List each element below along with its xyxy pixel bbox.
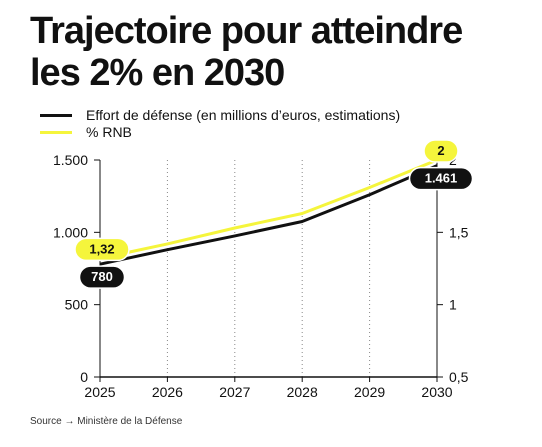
y-left-tick-label-500: 500 <box>65 297 89 313</box>
legend-item-rnb: % RNB <box>40 124 400 141</box>
legend-swatch-rnb <box>40 131 72 134</box>
legend-swatch-effort <box>40 114 72 117</box>
x-tick-label-2027: 2027 <box>219 384 250 400</box>
data-label-badge-rnb-2025 <box>74 237 130 262</box>
data-label-effort-2025: 780 <box>91 269 113 284</box>
x-tick-label-2028: 2028 <box>287 384 318 400</box>
title-line-2: les 2% en 2030 <box>30 52 285 94</box>
y-left-tick-label-1500: 1.500 <box>53 152 88 168</box>
data-label-badge-effort-2030 <box>408 166 474 191</box>
x-tick-label-2030: 2030 <box>421 384 452 400</box>
chart-title: Trajectoire pour atteindre les 2% en 203… <box>30 10 463 94</box>
data-label-badge-effort-2025 <box>78 265 126 289</box>
data-label-effort-2030: 1.461 <box>425 171 458 186</box>
y-right-tick-label-1.5: 1,5 <box>449 224 469 240</box>
y-right-tick-label-0.5: 0,5 <box>449 369 469 385</box>
legend: Effort de défense (en millions d’euros, … <box>40 107 400 141</box>
y-right-tick-label-1: 1 <box>449 297 457 313</box>
data-label-rnb-2025: 1,32 <box>89 241 114 256</box>
title-line-1: Trajectoire pour atteindre <box>30 10 463 52</box>
data-label-badge-rnb-2030 <box>423 139 459 163</box>
legend-label-effort: Effort de défense (en millions d’euros, … <box>86 107 401 123</box>
legend-item-effort: Effort de défense (en millions d’euros, … <box>40 107 400 124</box>
legend-label-rnb: % RNB <box>86 124 132 140</box>
x-tick-label-2025: 2025 <box>84 384 115 400</box>
x-tick-label-2029: 2029 <box>354 384 385 400</box>
source-note: Source → Ministère de la Défense <box>30 416 183 427</box>
series-line-rnb <box>99 158 438 260</box>
data-label-rnb-2030: 2 <box>437 143 444 158</box>
series-line-effort <box>99 164 438 266</box>
y-left-tick-label-0: 0 <box>80 369 88 385</box>
y-left-tick-label-1000: 1.000 <box>53 224 88 240</box>
x-tick-label-2026: 2026 <box>152 384 183 400</box>
